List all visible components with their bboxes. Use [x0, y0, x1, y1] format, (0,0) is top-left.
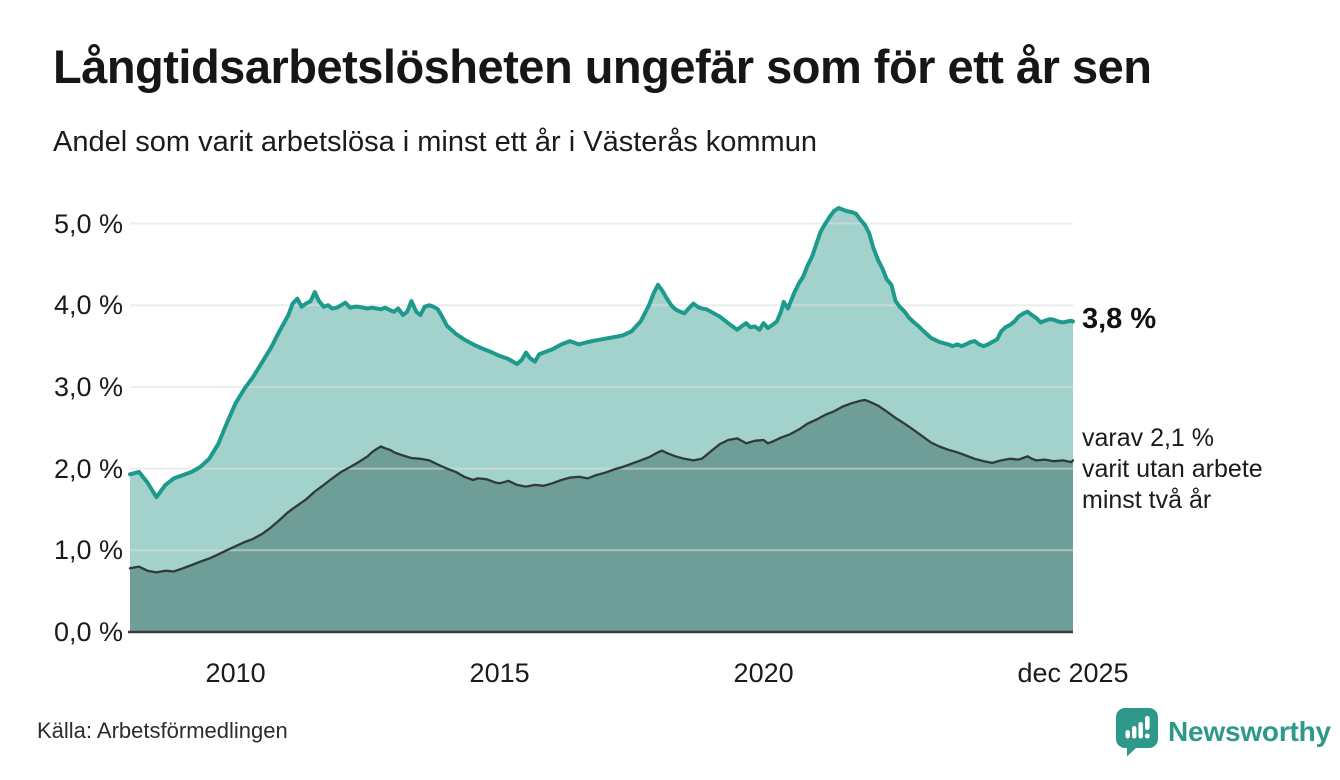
page-title: Långtidsarbetslösheten ungefär som för e…: [53, 40, 1152, 93]
y-tick-label: 3,0 %: [53, 371, 123, 402]
end-value-label-line1: varav 2,1 %: [1082, 424, 1215, 452]
end-value-label-line3: minst två år: [1082, 486, 1212, 514]
end-value-label-line2: varit utan arbete: [1082, 455, 1263, 483]
bar-chart-speech-bubble-icon: [1116, 708, 1158, 757]
y-tick-label: 2,0 %: [53, 453, 123, 484]
x-tick-label: 2010: [205, 658, 266, 688]
chart-subtitle: Andel som varit arbetslösa i minst ett å…: [53, 126, 817, 158]
x-tick-label: 2015: [469, 658, 530, 688]
line-series-2: [128, 398, 1075, 574]
x-tick-label: 2020: [733, 658, 794, 688]
source-note: Källa: Arbetsförmedlingen: [37, 718, 288, 743]
brand-logo: Newsworthy: [1115, 707, 1331, 757]
x-tick-label: dec 2025: [1017, 658, 1129, 688]
y-tick-label: 0,0 %: [53, 617, 123, 647]
line-series-1: [128, 206, 1075, 500]
brand-name: Newsworthy: [1168, 716, 1331, 747]
end-value-label-total: 3,8 %: [1082, 303, 1157, 335]
y-tick-label: 5,0 %: [53, 208, 123, 239]
y-tick-label: 1,0 %: [53, 535, 123, 566]
y-tick-label: 4,0 %: [53, 290, 123, 321]
end-value-label-subseries: varav 2,1 % varit utan arbete minst två …: [1082, 423, 1322, 516]
